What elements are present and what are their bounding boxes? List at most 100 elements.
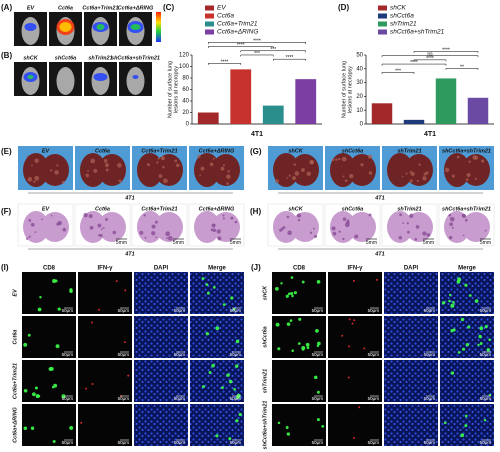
nodule — [155, 236, 158, 239]
ifng-signal — [85, 387, 88, 390]
ifng-signal — [80, 421, 83, 424]
nodule — [448, 213, 452, 217]
group-label: Cct6a+ΔRING — [199, 206, 235, 212]
lung-lobe — [387, 153, 413, 187]
nodule — [104, 163, 109, 168]
nodule — [199, 174, 202, 177]
if-image — [384, 360, 438, 402]
ifng-signal — [351, 322, 354, 325]
cd8-cell — [235, 364, 239, 368]
nodule — [301, 168, 305, 172]
signal — [27, 75, 34, 79]
nodule — [175, 163, 180, 168]
y-tick-label: 60 — [182, 87, 189, 93]
lung-lobe — [137, 211, 163, 243]
cell-line-label: 4T1 — [124, 251, 134, 257]
signal — [130, 24, 141, 30]
cd8-cell — [222, 303, 226, 307]
nodule — [100, 228, 103, 231]
if-image — [78, 316, 132, 358]
panel-label: (D) — [338, 3, 349, 12]
y-axis-label: Number of surface lung — [167, 61, 173, 118]
stain-header: Merge — [458, 266, 476, 272]
nodule — [151, 231, 156, 236]
row-label-bg — [10, 360, 20, 402]
scale-label: 50μm — [118, 396, 130, 401]
cd8-cell — [208, 371, 212, 374]
nodule — [163, 178, 168, 184]
nodule — [165, 231, 171, 237]
y-tick-label: 120 — [179, 53, 190, 59]
nodule — [292, 176, 296, 181]
nodule — [425, 171, 429, 175]
cd8-cell — [280, 282, 283, 285]
panel-label: (B) — [1, 51, 12, 60]
nodule — [451, 174, 455, 178]
ifng-signal — [347, 345, 350, 348]
ifng-signal — [375, 278, 378, 281]
lung-lobe — [212, 212, 240, 242]
nodule — [34, 231, 37, 233]
nodule — [409, 213, 414, 218]
significance-label: **** — [221, 59, 229, 65]
scale-label: 50μm — [174, 440, 186, 445]
ifng-signal — [91, 383, 94, 386]
nodule — [461, 213, 465, 217]
scale-label: 50μm — [118, 440, 130, 445]
nodule — [462, 234, 465, 237]
cd8-cell — [235, 339, 240, 344]
if-image — [190, 316, 244, 358]
if-image — [78, 272, 132, 314]
nodule — [139, 230, 144, 235]
group-label: Cct6a — [95, 206, 110, 212]
cd8-cell — [465, 342, 470, 347]
stain-header: CD8 — [293, 266, 306, 272]
significance-label: **** — [237, 43, 245, 49]
lung-lobe — [80, 153, 106, 187]
significance-bracket — [240, 50, 306, 53]
nodule — [102, 227, 105, 229]
cd8-cell — [313, 375, 318, 380]
stain-header: DAPI — [154, 266, 169, 272]
cd8-cell — [228, 437, 232, 441]
if-image — [190, 272, 244, 314]
significance-bracket — [381, 55, 479, 58]
nodule — [310, 160, 315, 165]
scale-label: 50μm — [62, 396, 74, 401]
cd8-cell — [275, 322, 280, 327]
cd8-cell — [450, 371, 455, 375]
lung-lobe — [348, 154, 376, 186]
scale-label: 50μm — [118, 308, 130, 313]
bar — [435, 78, 457, 124]
mouse — [126, 67, 145, 95]
lung-lobe — [444, 153, 470, 187]
cd8-cell — [215, 434, 219, 438]
scale-label: 50μm — [368, 396, 380, 401]
y-axis-label: lesions at necropsy — [173, 66, 179, 113]
signal — [96, 24, 105, 30]
nodule — [449, 216, 455, 222]
cd8-cell — [298, 317, 302, 321]
nodule — [56, 222, 60, 226]
lung-lobe — [41, 154, 69, 186]
lung-lobe — [462, 212, 490, 242]
legend-label: Cct6a — [217, 13, 234, 20]
nodule — [197, 154, 201, 158]
nodule — [474, 177, 477, 181]
row-label-bg — [10, 316, 20, 358]
nodule — [61, 180, 65, 184]
nodule — [287, 230, 292, 235]
nodule — [456, 155, 460, 159]
cd8-cell — [316, 418, 320, 422]
nodule — [158, 174, 163, 178]
significance-label: ns — [427, 52, 433, 58]
nodule — [416, 179, 419, 183]
nodule — [34, 158, 39, 163]
group-label: Cct6a+Trim21 — [141, 206, 177, 212]
cd8-cell — [452, 328, 456, 332]
bar — [467, 97, 489, 124]
if-image — [272, 316, 326, 358]
nodule — [360, 163, 364, 167]
nodule — [210, 228, 214, 232]
cd8-cell — [289, 319, 293, 322]
